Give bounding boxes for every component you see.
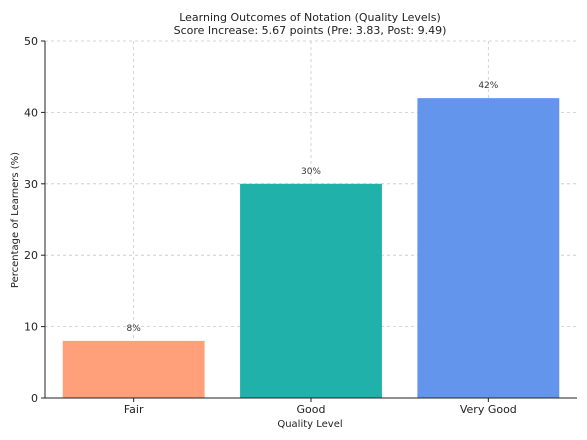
y-tick-label: 40: [24, 106, 38, 119]
y-axis-label: Percentage of Learners (%): [10, 152, 21, 288]
x-tick-label: Very Good: [460, 403, 517, 416]
y-tick-label: 10: [24, 321, 38, 334]
x-tick-label: Fair: [124, 403, 144, 416]
chart-title: Learning Outcomes of Notation (Quality L…: [179, 11, 441, 24]
bar-data-label: 30%: [301, 167, 321, 177]
x-axis-label: Quality Level: [277, 419, 342, 430]
bar-fair: [62, 340, 205, 398]
bar-data-label: 8%: [127, 324, 142, 334]
x-tick-label: Good: [297, 403, 326, 416]
bar-very-good: [417, 98, 560, 399]
y-tick-label: 20: [24, 249, 38, 262]
y-tick-label: 30: [24, 178, 38, 191]
bars: [62, 98, 560, 399]
y-tick-label: 50: [24, 35, 38, 48]
bar-good: [240, 183, 382, 398]
y-tick-label: 0: [31, 392, 38, 405]
bar-data-labels: 8% 30% 42%: [127, 81, 499, 334]
chart-subtitle: Score Increase: 5.67 points (Pre: 3.83, …: [174, 24, 447, 37]
bar-data-label: 42%: [478, 81, 498, 91]
axes: 0 10 20 30 40 50 Fair Good Very Good: [24, 35, 577, 416]
